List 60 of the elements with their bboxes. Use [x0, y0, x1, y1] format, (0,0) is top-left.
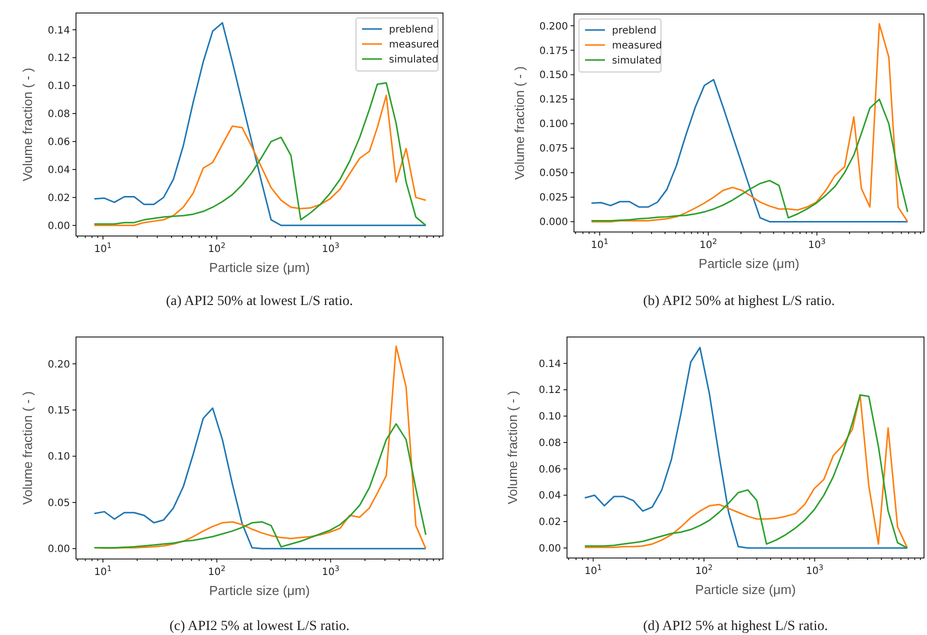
y-tick-label: 0.175: [539, 46, 568, 57]
x-tick-label: 10$^{3}$: [806, 562, 824, 577]
y-tick-label: 0.12: [538, 385, 561, 396]
x-axis-title: Particle size (μm): [209, 260, 310, 275]
legend-label: preblend: [612, 26, 656, 36]
x-tick-label: 10$^{2}$: [700, 236, 718, 251]
x-tick-label: 10$^{2}$: [695, 562, 713, 577]
y-tick-label: 0.150: [539, 70, 568, 82]
text: (b) API2 50% at highest L/S ratio.: [643, 294, 835, 309]
y-tick-label: 0.100: [539, 119, 568, 130]
x-tick-label: 10$^{3}$: [322, 240, 340, 255]
y-tick-label: 0.15: [48, 406, 70, 417]
y-tick-label: 0.02: [48, 192, 70, 204]
y-tick-label: 0.075: [539, 144, 568, 155]
y-tick-label: 0.20: [48, 359, 70, 370]
x-tick-label: 10$^{1}$: [590, 236, 609, 251]
legend-label: measured: [612, 40, 662, 52]
x-axis-title: Particle size (μm): [209, 583, 310, 598]
legend-label: simulated: [612, 56, 662, 66]
y-tick-label: 0.00: [48, 544, 70, 556]
y-tick-label: 0.200: [539, 21, 568, 32]
x-tick-label: 10$^{1}$: [584, 562, 602, 577]
y-tick-label: 0.05: [48, 498, 70, 509]
x-tick-label: 10$^{3}$: [322, 564, 340, 578]
y-tick-label: 0.000: [539, 217, 568, 228]
x-tick-label: 10$^{3}$: [808, 236, 826, 251]
text: (a) API2 50% at lowest L/S ratio.: [166, 294, 354, 309]
y-tick-label: 0.025: [539, 192, 568, 204]
y-tick-label: 0.14: [538, 358, 561, 370]
y-tick-label: 0.050: [539, 168, 568, 180]
x-tick-label: 10$^{1}$: [94, 240, 112, 255]
x-tick-label: 10$^{2}$: [208, 564, 226, 578]
y-axis-title: Volume fraction ( - ): [512, 66, 527, 180]
y-tick-label: 0.10: [48, 452, 70, 463]
y-tick-label: 0.08: [538, 438, 561, 449]
y-tick-label: 0.06: [538, 464, 561, 476]
y-tick-label: 0.06: [48, 137, 70, 148]
y-tick-label: 0.12: [48, 53, 70, 64]
y-axis-title: Volume fraction ( - ): [20, 391, 35, 505]
x-tick-label: 10$^{2}$: [208, 240, 226, 255]
y-tick-label: 0.02: [538, 517, 561, 528]
y-tick-label: 0.10: [48, 81, 70, 92]
y-tick-label: 0.04: [538, 490, 561, 502]
legend-label: preblend: [389, 24, 434, 36]
y-tick-label: 0.08: [48, 109, 70, 120]
x-tick-label: 10$^{1}$: [94, 564, 112, 578]
y-tick-label: 0.14: [48, 25, 70, 36]
y-tick-label: 0.00: [48, 220, 70, 232]
y-tick-label: 0.04: [48, 164, 70, 176]
y-tick-label: 0.00: [538, 543, 561, 554]
y-axis-title: Volume fraction ( - ): [505, 390, 520, 504]
text: (c) API2 5% at lowest L/S ratio.: [169, 619, 350, 634]
y-tick-label: 0.10: [538, 412, 561, 423]
y-tick-label: 0.125: [539, 94, 568, 106]
legend-label: measured: [389, 40, 439, 50]
text: (d) API2 5% at highest L/S ratio.: [643, 619, 828, 634]
y-axis-title: Volume fraction ( - ): [20, 68, 35, 182]
x-axis-title: Particle size (μm): [698, 256, 800, 271]
x-axis-title: Particle size (μm): [695, 582, 796, 597]
legend-label: simulated: [389, 54, 438, 66]
